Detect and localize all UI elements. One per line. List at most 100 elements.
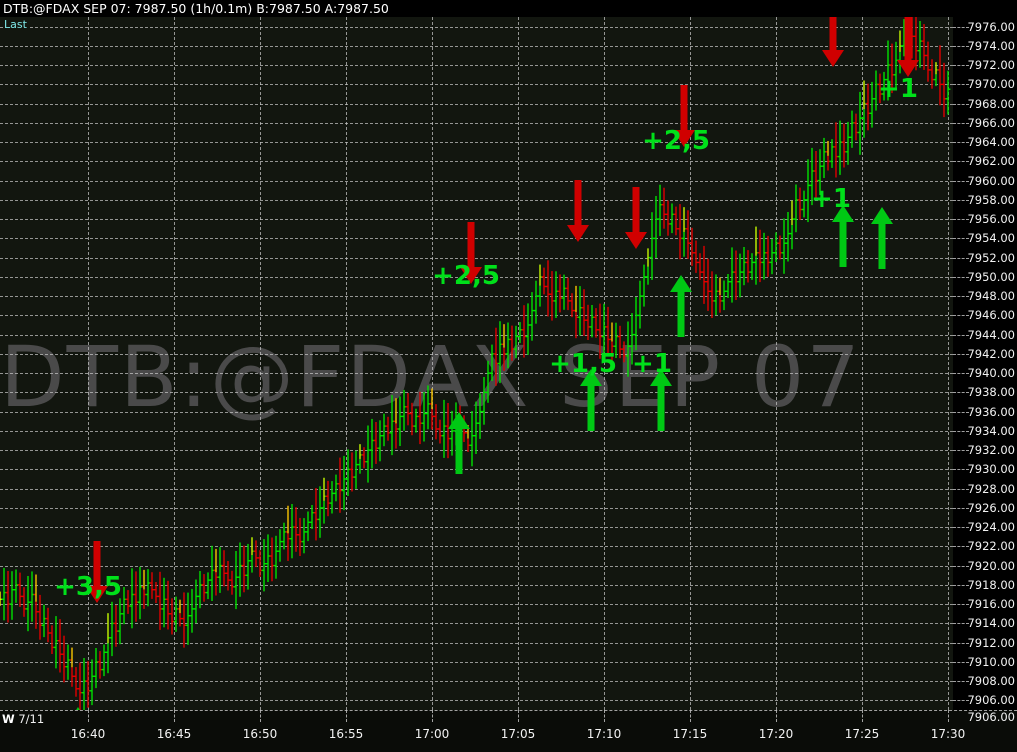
buy-arrow-head (670, 275, 692, 292)
price-tick-label: 7942.00 (967, 346, 1015, 361)
buy-marker-arrow-up[interactable] (580, 369, 602, 431)
buy-marker-arrow-up[interactable] (832, 205, 854, 267)
price-tick-label: 7950.00 (967, 269, 1015, 284)
time-tick-dash (862, 710, 863, 722)
time-tick-label: 17:10 (586, 727, 622, 741)
gridline-vertical (174, 17, 175, 710)
buy-marker-arrow-up[interactable] (670, 275, 692, 337)
price-tick-dash (953, 565, 969, 567)
price-tick-label: 7954.00 (967, 231, 1015, 246)
price-tick-dash (953, 604, 969, 606)
sell-marker-arrow-down[interactable] (822, 17, 844, 67)
sell-marker-arrow-down[interactable] (567, 180, 589, 242)
price-tick-dash (953, 219, 969, 221)
buy-arrow-head (832, 205, 854, 222)
buy-marker-arrow-up[interactable] (650, 369, 672, 431)
gridline-horizontal (0, 180, 953, 182)
gridline-vertical (948, 17, 949, 710)
price-tick-dash (953, 681, 969, 683)
sell-arrow-stem (632, 187, 640, 235)
gridline-horizontal (0, 142, 953, 144)
gridline-horizontal (0, 45, 953, 47)
buy-marker-arrow-up[interactable] (67, 707, 89, 710)
sell-arrow-head (460, 267, 482, 284)
buy-marker-arrow-up[interactable] (448, 412, 470, 474)
price-tick-label: 7908.00 (967, 674, 1015, 689)
price-bars-series (0, 17, 951, 710)
price-tick-dash (953, 642, 969, 644)
price-tick-label: 7970.00 (967, 77, 1015, 92)
buy-arrow-head (580, 369, 602, 386)
price-tick-label: 7948.00 (967, 289, 1015, 304)
price-tick-dash (953, 373, 969, 375)
chart-plot-area[interactable]: DTB:@FDAX SEP 07 +3,5 +2,5 +1,5 +1 +2,5 +1 +1 … (0, 17, 953, 710)
time-tick-label: 17:30 (930, 727, 966, 741)
time-tick-label: 16:55 (328, 727, 364, 741)
price-tick-label: 7952.00 (967, 250, 1015, 265)
buy-arrow-head (448, 412, 470, 429)
time-tick-label: 17:00 (414, 727, 450, 741)
sell-arrow-head (625, 232, 647, 249)
price-tick-label: 7906.00 (967, 693, 1015, 708)
price-tick-dash (953, 488, 969, 490)
gridline-horizontal (0, 584, 953, 586)
price-tick-dash (953, 199, 969, 201)
gridline-vertical (346, 17, 347, 710)
trade-profit-label: +1 (632, 349, 672, 379)
gridline-horizontal (0, 546, 953, 548)
price-tick-label: 7962.00 (967, 154, 1015, 169)
price-tick-dash (953, 392, 969, 394)
time-tick-dash (948, 710, 949, 722)
chart-title-bar: DTB:@FDAX SEP 07: 7987.50 (1h/0.1m) B:79… (0, 0, 1017, 17)
price-tick-dash (953, 142, 969, 144)
time-axis[interactable]: W 7/11 7906.00 16:40 16:45 16:50 16:55 17:00… (0, 710, 1017, 752)
sell-arrow-head (673, 130, 695, 147)
price-tick-dash (953, 700, 969, 702)
gridline-vertical (518, 17, 519, 710)
price-tick-dash (953, 584, 969, 586)
price-tick-dash (953, 257, 969, 259)
gridline-horizontal (0, 527, 953, 529)
trade-profit-label: +1 (878, 74, 918, 104)
sell-arrow-head (86, 586, 108, 603)
sell-marker-arrow-down[interactable] (897, 17, 919, 77)
sell-arrow-stem (467, 222, 475, 270)
price-tick-dash (953, 238, 969, 240)
price-axis[interactable]: 7976.00 7974.00 7972.00 7970.00 7968.00 7966.… (953, 17, 1017, 710)
time-tick-label: 17:25 (844, 727, 880, 741)
buy-arrow-stem (587, 383, 595, 431)
sell-arrow-head (567, 225, 589, 242)
sell-arrow-head (822, 50, 844, 67)
sell-marker-arrow-down[interactable] (460, 222, 482, 284)
gridline-horizontal (0, 257, 953, 259)
gridline-horizontal (0, 315, 953, 317)
gridline-horizontal (0, 122, 953, 124)
price-tick-label: 7944.00 (967, 327, 1015, 342)
price-tick-label: 7968.00 (967, 96, 1015, 111)
price-tick-dash (953, 45, 969, 47)
price-tick-label: 7966.00 (967, 115, 1015, 130)
trade-profit-label: +2,5 (432, 261, 500, 291)
price-tick-label: 7926.00 (967, 500, 1015, 515)
sell-marker-arrow-down[interactable] (625, 187, 647, 249)
time-axis-rule (0, 710, 1017, 711)
price-tick-dash (953, 161, 969, 163)
gridline-horizontal (0, 161, 953, 163)
price-tick-dash (953, 411, 969, 413)
price-tick-label: 7922.00 (967, 539, 1015, 554)
price-tick-label: 7918.00 (967, 577, 1015, 592)
gridline-horizontal (0, 26, 953, 28)
price-tick-dash (953, 180, 969, 182)
price-tick-dash (953, 450, 969, 452)
gridline-horizontal (0, 488, 953, 490)
buy-arrow-head (871, 207, 893, 224)
trade-profit-label: +1 (811, 184, 851, 214)
time-tick-label: 16:40 (70, 727, 106, 741)
sell-marker-arrow-down[interactable] (673, 85, 695, 147)
time-tick-dash (260, 710, 261, 722)
buy-marker-arrow-up[interactable] (871, 207, 893, 269)
price-tick-label: 7972.00 (967, 58, 1015, 73)
price-tick-label: 7958.00 (967, 192, 1015, 207)
sell-marker-arrow-down[interactable] (86, 541, 108, 603)
